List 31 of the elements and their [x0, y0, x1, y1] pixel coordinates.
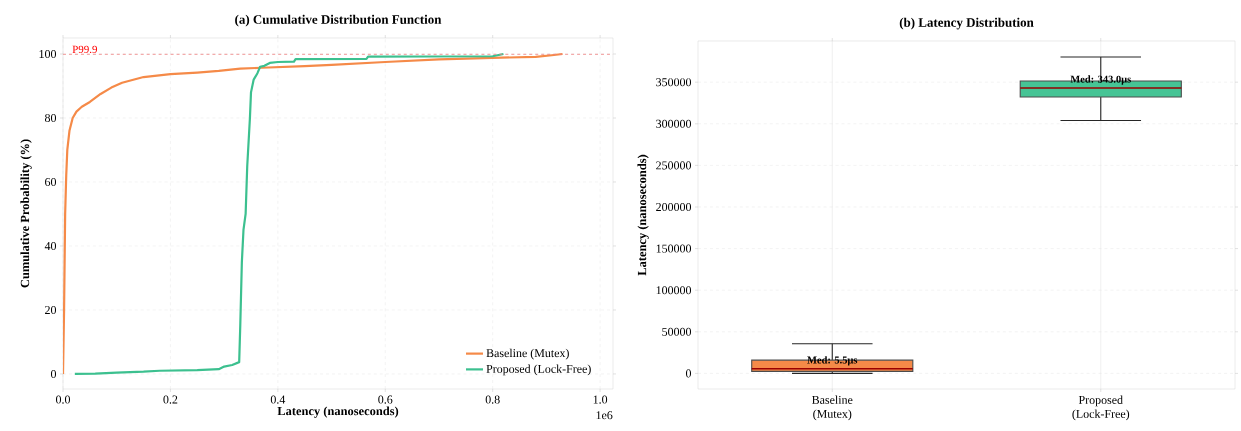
x-tick-label: Proposed (Lock-Free): [1072, 395, 1130, 421]
x-tick-label: 0.0: [55, 395, 71, 404]
ref-line-label: P99.9: [72, 45, 98, 54]
y-tick-label: 80: [44, 113, 57, 123]
chart-title: (b) Latency Distribution: [899, 17, 1034, 30]
y-tick-label: 40: [44, 241, 57, 250]
y-tick-label: 200000: [656, 202, 692, 212]
y-tick-label: 60: [45, 177, 57, 187]
x-tick-label: 0.4: [270, 395, 286, 404]
y-tick-label: 0: [50, 369, 57, 378]
x-tick-label: Baseline (Mutex): [812, 395, 853, 421]
legend-label: Proposed (Lock-Free): [486, 364, 591, 376]
y-tick-label: 350000: [656, 78, 692, 87]
legend-label: Baseline (Mutex): [486, 348, 569, 360]
chart-title: (a) Cumulative Distribution Function: [235, 14, 442, 27]
x-tick-label: 1.0: [593, 395, 608, 404]
x-tick-label: 0.6: [378, 395, 393, 404]
y-axis-title: Cumulative Probability (%): [20, 139, 32, 288]
y-tick-label: 50000: [662, 327, 692, 336]
y-tick-label: 100: [39, 49, 57, 59]
y-tick-label: 300000: [656, 119, 692, 128]
x-tick-label: 0.8: [485, 395, 500, 404]
y-tick-label: 150000: [656, 244, 692, 253]
x-axis-title: Latency (nanoseconds): [277, 406, 399, 418]
x-tick-label: 0.2: [163, 395, 178, 404]
y-tick-label: 0: [685, 369, 692, 378]
y-tick-label: 20: [45, 305, 57, 314]
text: 1e6: [596, 411, 613, 420]
y-tick-label: 100000: [656, 286, 692, 295]
y-tick-label: 250000: [656, 161, 692, 170]
y-axis-title: Latency (nanoseconds): [637, 154, 649, 276]
